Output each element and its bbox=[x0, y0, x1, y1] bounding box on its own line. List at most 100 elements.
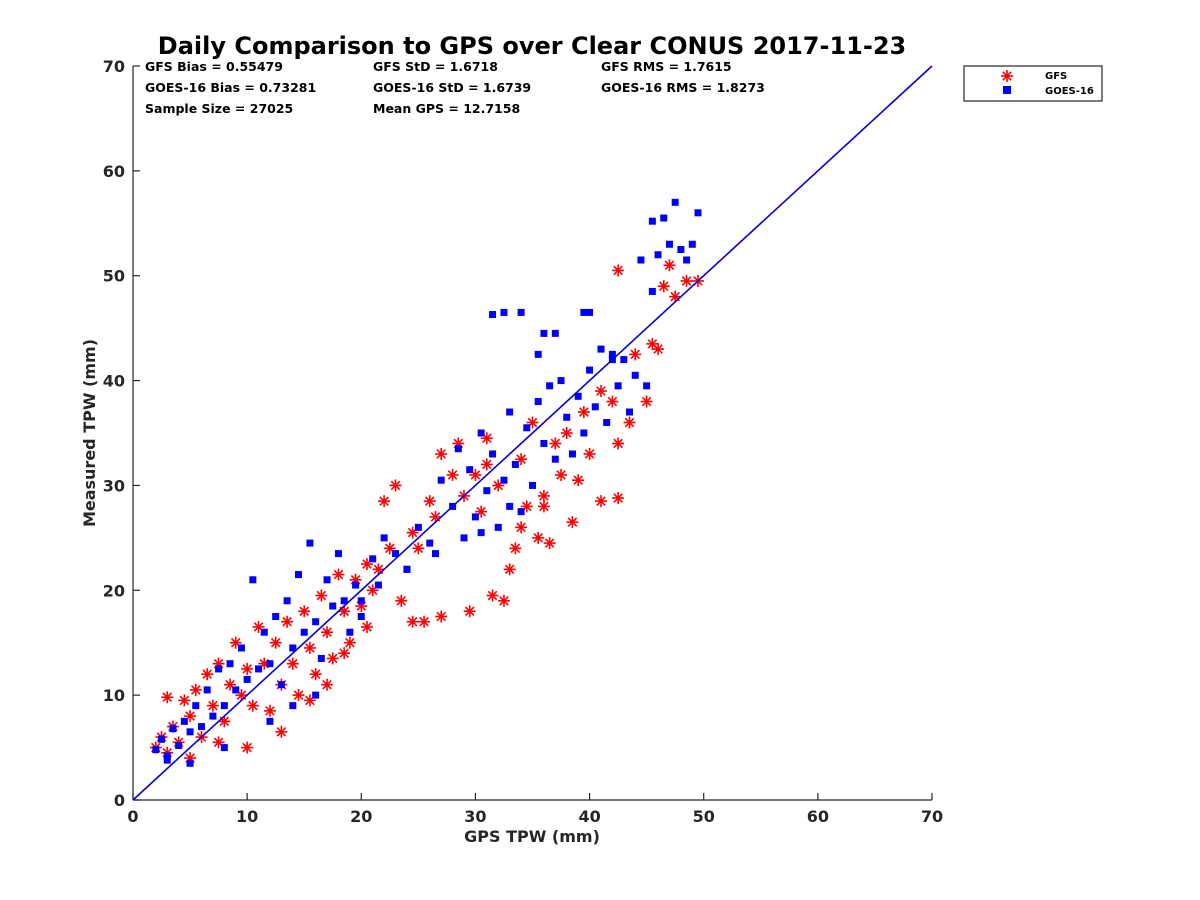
goes16-point bbox=[591, 403, 599, 411]
gfs-point bbox=[189, 683, 202, 696]
chart-title: Daily Comparison to GPS over Clear CONUS… bbox=[158, 32, 906, 60]
gfs-point bbox=[549, 437, 562, 450]
gfs-point bbox=[486, 589, 499, 602]
stat-goes-std: GOES-16 StD = 1.6739 bbox=[373, 80, 531, 95]
gfs-point bbox=[680, 274, 693, 287]
gfs-point bbox=[378, 495, 391, 508]
goes16-point bbox=[329, 602, 337, 610]
gfs-point bbox=[572, 474, 585, 487]
goes16-point bbox=[226, 660, 234, 668]
goes16-point bbox=[357, 613, 365, 620]
y-tick-label: 10 bbox=[103, 686, 125, 705]
goes16-point bbox=[334, 550, 342, 558]
gfs-point bbox=[520, 500, 533, 513]
gfs-point bbox=[309, 668, 322, 681]
y-tick-label: 30 bbox=[103, 476, 125, 495]
goes16-point bbox=[163, 752, 171, 760]
goes16-point bbox=[620, 356, 628, 364]
goes16-point bbox=[540, 329, 548, 337]
goes16-point bbox=[317, 654, 325, 662]
goes16-point bbox=[426, 539, 434, 547]
gfs-point bbox=[343, 636, 356, 649]
goes16-point bbox=[243, 675, 251, 683]
y-tick-label: 20 bbox=[103, 581, 125, 600]
y-tick-label: 50 bbox=[103, 267, 125, 286]
goes16-point bbox=[677, 246, 685, 253]
gfs-point bbox=[594, 385, 607, 398]
gfs-point bbox=[389, 479, 402, 492]
x-tick-label: 40 bbox=[578, 807, 600, 826]
gfs-point bbox=[338, 647, 351, 660]
x-tick-label: 60 bbox=[807, 807, 829, 826]
gfs-point bbox=[612, 492, 625, 505]
goes16-point bbox=[289, 702, 297, 710]
goes16-point bbox=[517, 508, 525, 516]
goes16-point bbox=[506, 502, 514, 510]
legend-gfs-marker bbox=[1001, 70, 1013, 82]
gfs-point bbox=[469, 468, 482, 481]
goes16-point bbox=[580, 429, 588, 437]
gfs-point bbox=[212, 736, 225, 749]
goes16-point bbox=[158, 735, 166, 743]
goes16-point bbox=[289, 644, 297, 652]
goes16-point bbox=[637, 256, 645, 264]
goes16-point bbox=[489, 311, 497, 319]
gfs-point bbox=[657, 280, 670, 293]
goes16-point bbox=[500, 308, 508, 316]
gfs-point bbox=[606, 395, 619, 408]
goes16-point bbox=[237, 644, 245, 652]
goes16-point bbox=[277, 681, 285, 689]
goes16-point bbox=[163, 756, 171, 764]
y-tick-label: 0 bbox=[114, 791, 125, 810]
gfs-point bbox=[543, 537, 556, 550]
goes16-point bbox=[631, 371, 639, 379]
goes16-series bbox=[152, 198, 702, 767]
goes16-point bbox=[511, 460, 519, 468]
goes16-point bbox=[295, 571, 303, 579]
goes16-point bbox=[152, 746, 160, 754]
x-axis-label: GPS TPW (mm) bbox=[464, 827, 600, 846]
goes16-point bbox=[203, 686, 211, 694]
goes16-point bbox=[614, 382, 622, 390]
goes16-point bbox=[186, 728, 194, 736]
gfs-point bbox=[292, 689, 305, 702]
goes16-point bbox=[546, 382, 554, 390]
gfs-point bbox=[395, 594, 408, 607]
x-tick-label: 50 bbox=[693, 807, 715, 826]
stat-mean-gps: Mean GPS = 12.7158 bbox=[373, 101, 520, 116]
goes16-point bbox=[517, 308, 525, 316]
goes16-point bbox=[626, 408, 634, 416]
goes16-point bbox=[586, 366, 594, 374]
gfs-point bbox=[241, 741, 254, 754]
goes16-point bbox=[283, 597, 291, 605]
stat-goes-bias: GOES-16 Bias = 0.73281 bbox=[145, 80, 316, 95]
goes16-point bbox=[249, 576, 257, 584]
gfs-point bbox=[537, 489, 550, 502]
gfs-point bbox=[583, 447, 596, 460]
goes16-point bbox=[169, 725, 177, 733]
goes16-point bbox=[665, 240, 673, 248]
gfs-point bbox=[246, 699, 259, 712]
gfs-point bbox=[412, 542, 425, 555]
gfs-point bbox=[332, 568, 345, 581]
gfs-point bbox=[446, 468, 459, 481]
goes16-point bbox=[494, 523, 502, 531]
goes16-point bbox=[586, 308, 594, 316]
gfs-point bbox=[263, 704, 276, 717]
goes16-point bbox=[483, 487, 491, 495]
stat-gfs-std: GFS StD = 1.6718 bbox=[373, 59, 498, 74]
goes16-point bbox=[340, 597, 348, 605]
gfs-point bbox=[286, 657, 299, 670]
y-tick-label: 40 bbox=[103, 372, 125, 391]
goes16-point bbox=[192, 702, 200, 710]
gfs-point bbox=[503, 563, 516, 576]
gfs-point bbox=[269, 636, 282, 649]
goes16-point bbox=[414, 523, 422, 531]
goes16-point bbox=[654, 251, 662, 259]
goes16-point bbox=[186, 759, 194, 767]
goes16-point bbox=[460, 534, 468, 542]
goes16-point bbox=[272, 613, 280, 620]
gfs-point bbox=[555, 468, 568, 481]
gfs-point bbox=[577, 406, 590, 419]
